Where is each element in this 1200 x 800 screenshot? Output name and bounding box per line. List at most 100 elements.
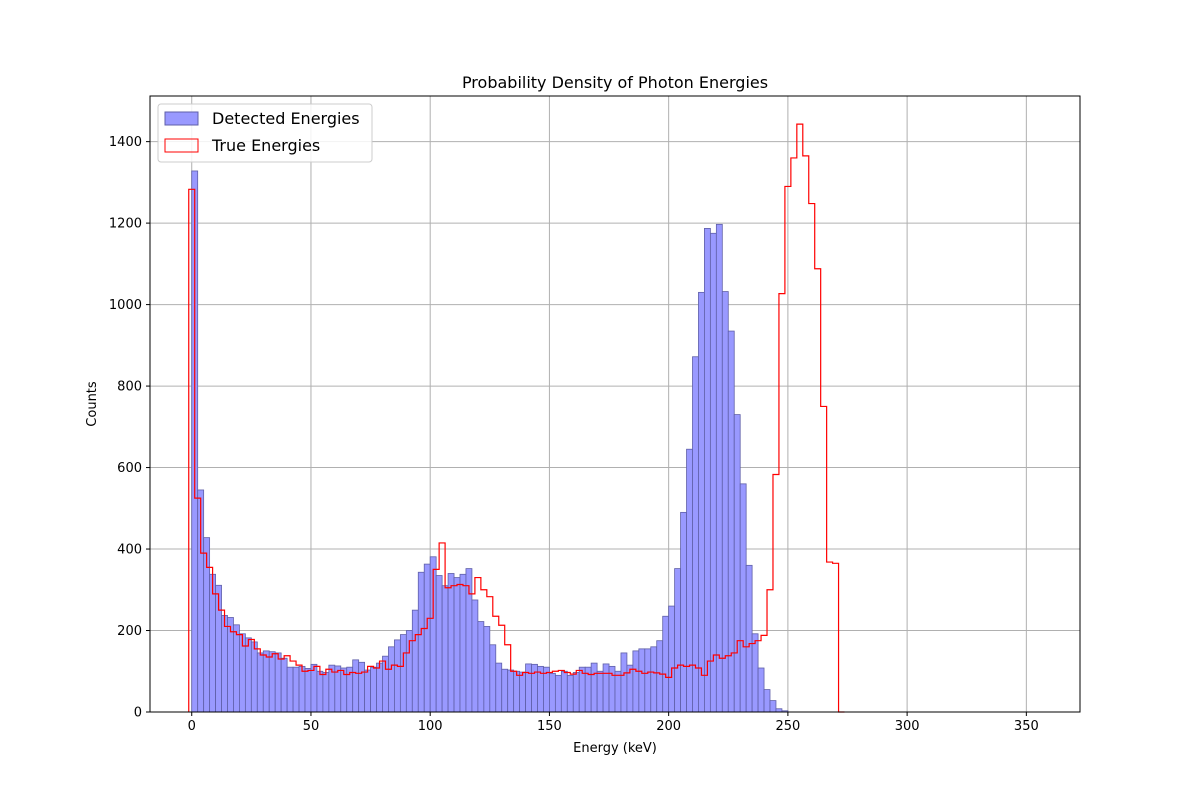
detected-bar	[388, 646, 395, 713]
detected-energies-bars	[191, 170, 789, 713]
detected-bar	[680, 511, 687, 713]
y-tick-label: 200	[117, 624, 142, 639]
detected-bar	[668, 605, 676, 713]
detected-bar	[304, 668, 312, 713]
legend-swatch-true	[164, 138, 199, 153]
true-energies-step-line	[188, 123, 845, 713]
detected-bar	[477, 621, 485, 713]
detected-bar	[310, 663, 318, 713]
detected-bar	[209, 573, 216, 713]
x-tick-label: 150	[537, 719, 562, 734]
y-tick-label: 1400	[109, 135, 142, 150]
plot-frame	[149, 95, 1081, 713]
x-tick-label: 0	[188, 719, 196, 734]
detected-bar	[543, 666, 550, 713]
x-tick-label: 250	[775, 719, 800, 734]
legend: Detected Energies True Energies	[157, 103, 373, 163]
detected-bar	[447, 573, 455, 713]
detected-bar	[549, 672, 556, 713]
detected-bar	[286, 666, 294, 713]
detected-bar	[244, 637, 252, 713]
detected-bar	[739, 483, 747, 713]
detected-bar	[417, 571, 425, 713]
y-tick-label: 600	[117, 461, 142, 476]
detected-bar	[394, 639, 401, 713]
detected-bar	[525, 663, 532, 713]
x-tick-label: 100	[418, 719, 443, 734]
detected-bar	[453, 577, 461, 713]
detected-bar	[692, 356, 699, 713]
detected-bar	[507, 669, 515, 713]
y-axis-label: Counts	[85, 381, 100, 427]
detected-bar	[364, 669, 371, 713]
y-tick-label: 0	[134, 706, 142, 721]
detected-bar	[602, 663, 610, 713]
detected-bar	[560, 670, 568, 713]
detected-bar	[638, 648, 646, 713]
legend-label-detected: Detected Energies	[212, 109, 360, 128]
detected-bar	[686, 448, 693, 713]
detected-bar	[233, 624, 240, 713]
detected-bar	[674, 568, 681, 713]
detected-bar	[411, 609, 419, 713]
detected-bar	[632, 650, 640, 713]
x-tick-label: 300	[895, 719, 920, 734]
detected-bar	[280, 657, 288, 713]
detected-bar	[519, 671, 526, 713]
x-tick-label: 200	[656, 719, 681, 734]
detected-bar	[441, 585, 449, 713]
detected-bar	[769, 700, 777, 713]
detected-bar	[620, 652, 628, 713]
detected-bar	[292, 666, 300, 713]
x-axis-label: Energy (keV)	[573, 741, 657, 756]
detected-bar	[489, 644, 497, 713]
detected-bar	[274, 652, 282, 713]
detected-bar	[662, 615, 670, 713]
chart-title: Probability Density of Photon Energies	[462, 73, 768, 92]
detected-bar	[298, 665, 306, 713]
detected-bar	[376, 662, 383, 713]
x-tick-label: 50	[303, 719, 320, 734]
detected-bar	[644, 648, 652, 713]
detected-bar	[596, 670, 604, 713]
legend-box	[157, 103, 373, 163]
detected-bar	[256, 652, 264, 713]
y-axis-ticks: 0 200 400 600 800 1000 1200 1400	[109, 135, 150, 721]
detected-bar	[733, 414, 741, 713]
legend-swatch-detected	[164, 111, 199, 126]
y-tick-label: 1200	[109, 217, 142, 232]
x-axis-ticks: 0 50 100 150 200 250 300 350	[188, 712, 1039, 734]
detected-bar	[471, 599, 479, 713]
detected-bar	[650, 646, 658, 713]
detected-bar	[614, 670, 622, 713]
detected-bar	[250, 641, 258, 713]
detected-bar	[590, 662, 598, 713]
detected-bar	[554, 674, 562, 713]
detected-bar	[572, 672, 580, 713]
detected-bar	[704, 228, 711, 713]
detected-bar	[715, 223, 723, 713]
detected-bar	[459, 573, 467, 713]
y-tick-label: 400	[117, 543, 142, 558]
detected-bar	[334, 665, 342, 713]
detected-bar	[751, 633, 759, 713]
detected-bar	[221, 615, 228, 713]
detected-bar	[745, 564, 753, 713]
legend-label-true: True Energies	[211, 136, 320, 155]
detected-bar	[262, 650, 270, 713]
y-tick-label: 1000	[109, 298, 142, 313]
detected-bar	[656, 640, 664, 713]
detected-bar	[721, 291, 729, 713]
detected-bar	[513, 670, 521, 713]
detected-bar	[423, 563, 431, 713]
detected-bar	[566, 674, 574, 713]
detected-bar	[352, 659, 360, 713]
detected-bar	[268, 651, 276, 713]
y-tick-label: 800	[117, 380, 142, 395]
detected-bar	[399, 634, 407, 713]
detected-bar	[316, 670, 324, 713]
detected-bar	[757, 667, 765, 713]
detected-bar	[501, 668, 509, 713]
detected-bar	[370, 666, 377, 713]
